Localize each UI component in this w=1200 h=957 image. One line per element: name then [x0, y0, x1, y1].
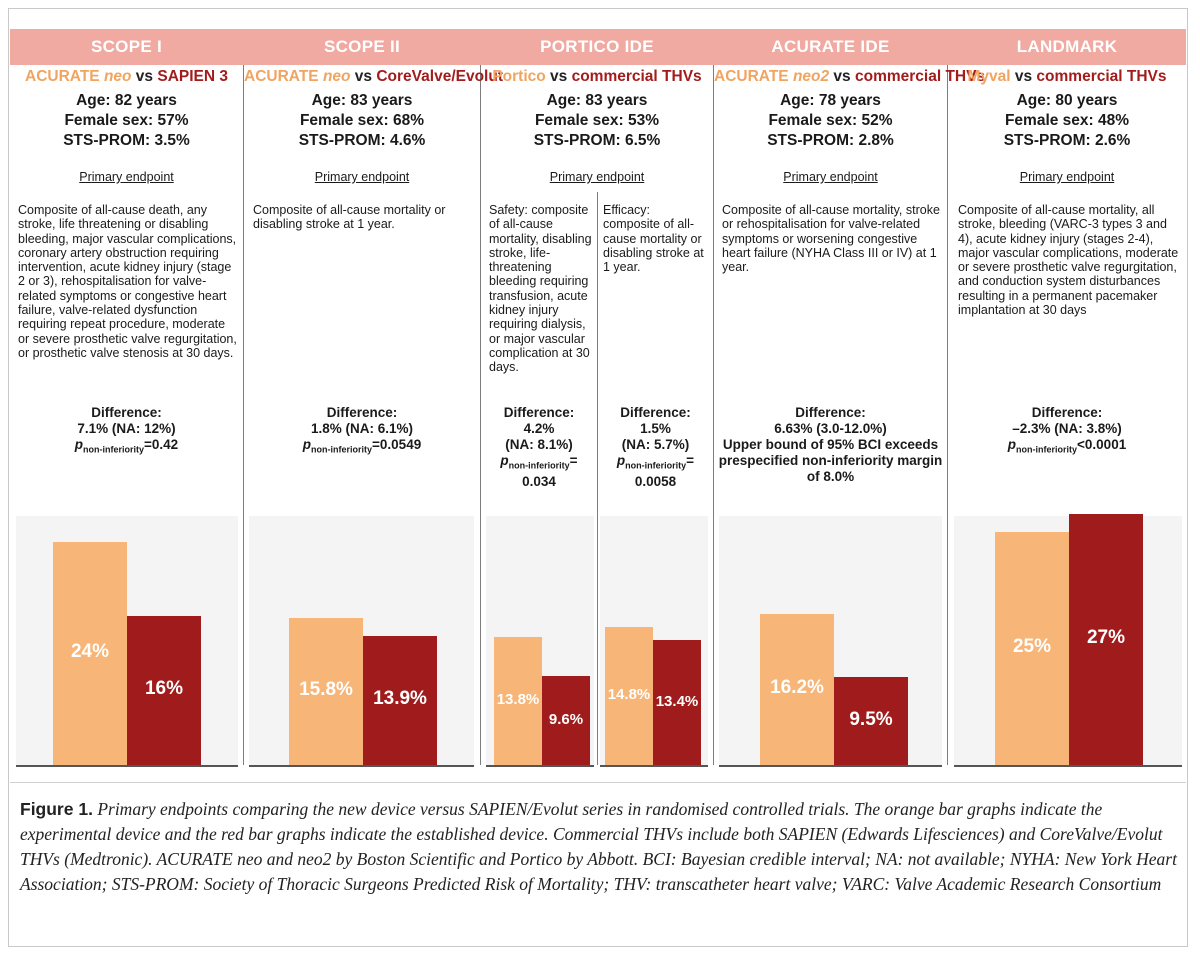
primary-endpoint-label: Primary endpoint — [79, 170, 174, 184]
bar-value-label: 13.8% — [496, 691, 540, 709]
endpoint-description-acurate-ide: Composite of all-cause mortality, stroke… — [722, 203, 940, 275]
col-title-landmark: LANDMARK — [1016, 37, 1118, 56]
demographics-portico-ide: Age: 83 years Female sex: 53% STS-PROM: 6.… — [533, 92, 661, 149]
bar-value-label: 16.2% — [770, 677, 824, 699]
col-title-acurate-ide: ACURATE IDE — [771, 37, 890, 56]
bar-value-label: 13.9% — [373, 688, 427, 710]
difference-landmark: Difference: –2.3% (NA: 3.8%) pnon-inferio… — [1007, 405, 1127, 455]
caption-text: Primary endpoints comparing the new devi… — [20, 799, 1177, 894]
demographics-acurate-ide: Age: 78 years Female sex: 52% STS-PROM: 2.… — [767, 92, 894, 149]
figure-caption: Figure 1. Primary endpoints comparing th… — [20, 797, 1180, 897]
column-separator — [947, 65, 948, 765]
demographics-landmark: Age: 80 years Female sex: 48% STS-PROM: 2.… — [1003, 92, 1131, 149]
difference-acurate-ide: Difference: 6.63% (3.0-12.0%) Upper bound… — [718, 405, 943, 484]
bar-established — [653, 640, 701, 765]
vs-line-landmark: Myval vs commercial THVs — [967, 68, 1167, 85]
bar-established — [127, 616, 201, 765]
bar-value-label: 24% — [70, 641, 110, 663]
difference-scope-1: Difference: 7.1% (NA: 12%) pnon-inferiori… — [74, 405, 179, 455]
difference-portico-efficacy: Difference: 1.5% (NA: 5.7%) pnon-inferiori… — [616, 405, 695, 489]
vs-line-scope-2: ACURATE neo vs CoreValve/Evolut — [244, 68, 503, 85]
vs-line-portico-ide: Portico vs commercial THVs — [492, 68, 702, 85]
col-title-scope-1: SCOPE I — [90, 37, 163, 56]
bar-value-label: 14.8% — [607, 686, 651, 704]
column-separator — [713, 65, 714, 765]
col-title-scope-2: SCOPE II — [323, 37, 401, 56]
bar-value-label: 16% — [144, 678, 184, 700]
chart-baseline — [600, 765, 708, 767]
figure-frame — [8, 8, 1188, 947]
difference-scope-2: Difference: 1.8% (NA: 6.1%) pnon-inferior… — [302, 405, 422, 455]
bar-value-label: 25% — [1012, 636, 1052, 658]
bar-established — [834, 677, 908, 765]
bar-value-label: 15.8% — [299, 679, 353, 701]
caption-divider — [10, 782, 1186, 783]
bar-value-label: 13.4% — [655, 692, 699, 710]
primary-endpoint-label: Primary endpoint — [1019, 170, 1115, 184]
difference-portico-safety: Difference: 4.2% (NA: 8.1%) pnon-inferiori… — [500, 405, 578, 489]
bar-experimental — [760, 614, 834, 765]
figure-label: Figure 1. — [20, 799, 93, 819]
col-title-portico-ide: PORTICO IDE — [540, 37, 654, 56]
bar-experimental — [995, 532, 1069, 765]
chart-baseline — [486, 765, 594, 767]
chart-baseline — [719, 765, 942, 767]
chart-baseline — [249, 765, 474, 767]
bar-established — [1069, 514, 1143, 765]
demographics-scope-1: Age: 82 years Female sex: 57% STS-PROM: 3.… — [63, 92, 190, 149]
endpoint-description-portico-safety: Safety: composite of all-cause mortality… — [489, 203, 592, 375]
endpoint-description-scope-1: Composite of all-cause death, any stroke… — [18, 203, 237, 360]
endpoint-description-portico-efficacy: Efficacy: composite of all-cause mortali… — [603, 203, 704, 275]
endpoint-description-scope-2: Composite of all-cause mortality or disa… — [253, 203, 446, 232]
column-separator — [243, 65, 244, 765]
bar-experimental — [605, 627, 653, 765]
bar-value-label: 27% — [1086, 627, 1126, 649]
demographics-scope-2: Age: 83 years Female sex: 68% STS-PROM: 4.… — [298, 92, 426, 149]
bar-experimental — [494, 637, 542, 765]
bar-value-label: 9.5% — [849, 708, 893, 730]
primary-endpoint-label: Primary endpoint — [549, 170, 645, 184]
chart-baseline — [16, 765, 238, 767]
bar-experimental — [53, 542, 127, 765]
portico-sub-separator — [597, 192, 598, 765]
primary-endpoint-label: Primary endpoint — [314, 170, 410, 184]
header-bar — [10, 29, 1186, 65]
bar-experimental — [289, 618, 363, 765]
bar-value-label: 9.6% — [548, 710, 584, 728]
vs-line-acurate-ide: ACURATE neo2 vs commercial THVs — [714, 68, 986, 85]
vs-line-scope-1: ACURATE neo vs SAPIEN 3 — [25, 68, 228, 85]
chart-baseline — [954, 765, 1182, 767]
bar-established — [542, 676, 590, 765]
column-separator — [480, 65, 481, 765]
primary-endpoint-label: Primary endpoint — [783, 170, 878, 184]
bar-established — [363, 636, 437, 765]
endpoint-description-landmark: Composite of all-cause mortality, all st… — [958, 203, 1179, 318]
